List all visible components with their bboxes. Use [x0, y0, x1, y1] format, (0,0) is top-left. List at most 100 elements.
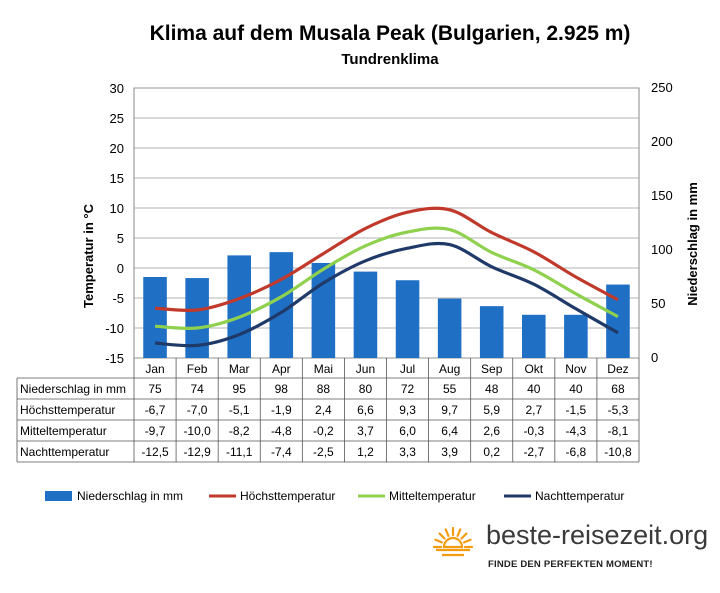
y-right-tick-label: 50 [651, 296, 665, 311]
series-line [154, 241, 619, 348]
x-tick-label: Mai [314, 362, 333, 376]
table-cell: 2,7 [525, 403, 542, 417]
table-cell: -4,8 [271, 424, 292, 438]
table-cell: -2,7 [523, 445, 544, 459]
y-axis-left-label: Temperatur in °C [81, 203, 96, 308]
bar-precipitation [395, 280, 420, 358]
y-left-tick-label: -15 [105, 351, 124, 366]
table-cell: -5,3 [608, 403, 629, 417]
table-cell: -11,1 [226, 445, 253, 459]
bar-precipitation [227, 255, 251, 358]
y-right-tick-label: 0 [651, 350, 658, 365]
table-cell: -6,8 [566, 445, 587, 459]
y-axis-right: 250 200 150 100 50 0 [651, 80, 673, 365]
bar-precipitation [564, 314, 588, 358]
x-tick-label: Nov [565, 362, 586, 376]
y-left-tick-label: 30 [110, 81, 124, 96]
table-row-label: Höchsttemperatur [20, 403, 115, 417]
y-right-tick-label: 150 [651, 188, 673, 203]
table-cell: -2,5 [313, 445, 334, 459]
bar-precipitation [479, 306, 504, 358]
table-cell: 68 [611, 382, 625, 396]
y-axis-left: 30 25 20 15 10 5 0 -5 -10 -15 [105, 81, 124, 366]
x-tick-label: Feb [187, 362, 208, 376]
table-cell: 2,6 [483, 424, 500, 438]
table-cell: 5,9 [483, 403, 500, 417]
temperature-lines [154, 206, 619, 348]
table-cell: 40 [569, 382, 583, 396]
table-cell: 9,7 [441, 403, 458, 417]
bar-precipitation [437, 298, 462, 358]
plot-area [133, 87, 640, 359]
table-cell: -7,4 [271, 445, 292, 459]
table-cell: 9,3 [399, 403, 416, 417]
legend: Niederschlag in mm Höchsttemperatur Mittel… [45, 489, 624, 503]
table-cell: 72 [401, 382, 415, 396]
chart-subtitle: Tundrenklima [341, 51, 439, 68]
x-tick-label: Okt [524, 362, 543, 376]
bar-precipitation [143, 277, 167, 358]
table-cell: 3,7 [357, 424, 374, 438]
table-cell: -1,9 [271, 403, 292, 417]
brand-name: beste-reisezeit.org [486, 520, 709, 550]
x-tick-label: Dez [607, 362, 628, 376]
table-cell: -10,0 [183, 424, 211, 438]
table-cell: 6,6 [357, 403, 374, 417]
table-cell: 48 [485, 382, 499, 396]
table-cell: -8,2 [229, 424, 250, 438]
table-cell: -0,3 [523, 424, 544, 438]
table-cell: 3,3 [399, 445, 416, 459]
table-cell: -9,7 [145, 424, 166, 438]
y-right-tick-label: 100 [651, 242, 673, 257]
y-left-tick-label: 0 [117, 261, 124, 276]
table-cell: 0,2 [483, 445, 500, 459]
table-cell: -7,0 [187, 403, 208, 417]
bar-precipitation [185, 278, 209, 358]
table-cell: 98 [275, 382, 289, 396]
table-cell: -10,8 [604, 445, 632, 459]
y-left-tick-label: 20 [110, 141, 124, 156]
table-cell: 88 [317, 382, 331, 396]
x-tick-label: Jul [400, 362, 415, 376]
data-table: Jan Feb Mar Apr Mai Jun Jul Aug Sep Okt Nov Dez Nied… [16, 358, 640, 463]
table-cell: 74 [190, 382, 204, 396]
table-cell: -8,1 [608, 424, 629, 438]
x-tick-label: Jan [145, 362, 164, 376]
table-cell: 2,4 [315, 403, 332, 417]
table-cell: 55 [443, 382, 457, 396]
y-left-tick-label: 25 [110, 111, 124, 126]
table-cell: -12,9 [183, 445, 211, 459]
x-tick-label: Aug [439, 362, 460, 376]
legend-label: Mitteltemperatur [389, 489, 476, 503]
series-line [154, 206, 619, 313]
table-cell: 1,2 [357, 445, 374, 459]
table-cell: -0,2 [313, 424, 334, 438]
table-row-label: Mitteltemperatur [20, 424, 107, 438]
y-right-tick-label: 200 [651, 134, 673, 149]
x-tick-label: Apr [272, 362, 291, 376]
table-cell: -12,5 [141, 445, 169, 459]
chart-title: Klima auf dem Musala Peak (Bulgarien, 2.… [150, 22, 631, 45]
y-left-tick-label: 10 [110, 201, 124, 216]
x-tick-label: Sep [481, 362, 503, 376]
table-cell: -5,1 [229, 403, 250, 417]
table-cell: 3,9 [441, 445, 458, 459]
table-cell: 6,4 [441, 424, 458, 438]
legend-label: Höchsttemperatur [240, 489, 335, 503]
bar-precipitation [353, 271, 378, 358]
table-cell: 40 [527, 382, 541, 396]
sun-icon [432, 526, 474, 557]
y-left-tick-label: 15 [110, 171, 124, 186]
y-axis-right-label: Niederschlag in mm [685, 182, 700, 306]
table-cell: -1,5 [566, 403, 587, 417]
table-row-label: Nachttemperatur [20, 445, 109, 459]
y-left-tick-label: 5 [117, 231, 124, 246]
table-cell: -4,3 [566, 424, 587, 438]
table-cell: 95 [233, 382, 247, 396]
precipitation-bars [143, 252, 630, 358]
table-cell: 80 [359, 382, 373, 396]
table-row-label: Niederschlag in mm [20, 382, 126, 396]
table-cell: 75 [148, 382, 162, 396]
series-line [154, 226, 619, 330]
